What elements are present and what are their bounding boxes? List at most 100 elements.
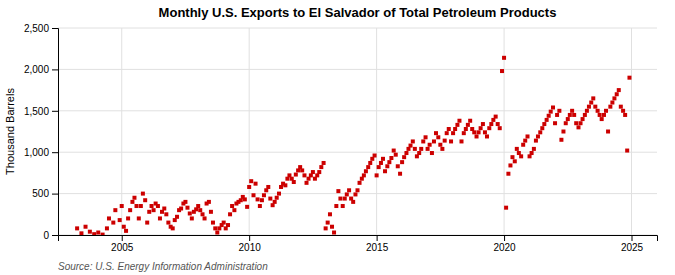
y-tick-mark bbox=[52, 69, 58, 70]
grid-line-x bbox=[631, 28, 632, 235]
point bbox=[179, 207, 183, 211]
point bbox=[468, 119, 472, 123]
point bbox=[593, 105, 597, 109]
point bbox=[196, 204, 200, 208]
point bbox=[379, 161, 383, 165]
point bbox=[396, 164, 400, 168]
point bbox=[398, 172, 402, 176]
point bbox=[519, 154, 523, 158]
y-tick-label: 1,500 bbox=[24, 106, 49, 117]
point bbox=[542, 122, 546, 126]
x-tick-mark bbox=[632, 235, 633, 241]
y-tick: 500 bbox=[32, 188, 58, 199]
point bbox=[124, 229, 128, 233]
point bbox=[451, 131, 455, 135]
point bbox=[619, 105, 623, 109]
point bbox=[79, 231, 83, 235]
y-axis: 05001,0001,5002,0002,500 bbox=[24, 23, 59, 241]
point bbox=[443, 139, 447, 143]
point bbox=[171, 226, 175, 230]
point bbox=[347, 188, 351, 192]
y-tick: 2,000 bbox=[24, 64, 58, 75]
x-tick-label: 2020 bbox=[493, 242, 516, 253]
point bbox=[228, 212, 232, 216]
point bbox=[598, 113, 602, 117]
x-tick-label: 2010 bbox=[239, 242, 262, 253]
point bbox=[570, 109, 574, 113]
point bbox=[600, 117, 604, 121]
point bbox=[336, 189, 340, 193]
point bbox=[260, 198, 264, 202]
x-tick: 2005 bbox=[111, 235, 134, 253]
point bbox=[621, 109, 625, 113]
point bbox=[596, 109, 600, 113]
point bbox=[143, 198, 147, 202]
y-axis-title: Thousand Barrels bbox=[4, 88, 16, 175]
y-tick: 1,000 bbox=[24, 147, 58, 158]
grid bbox=[58, 28, 657, 235]
point bbox=[188, 211, 192, 215]
plot-area: 2005201020152020202505001,0001,5002,0002… bbox=[24, 23, 658, 253]
point bbox=[445, 131, 449, 135]
point bbox=[319, 165, 323, 169]
point bbox=[513, 159, 517, 163]
point bbox=[564, 121, 568, 125]
point bbox=[141, 192, 145, 196]
point bbox=[557, 109, 561, 113]
point bbox=[275, 196, 279, 200]
point bbox=[375, 173, 379, 177]
point bbox=[432, 139, 436, 143]
point bbox=[400, 160, 404, 164]
point bbox=[332, 231, 336, 235]
point bbox=[201, 212, 205, 216]
point bbox=[510, 155, 514, 159]
point bbox=[387, 160, 391, 164]
y-axis-line bbox=[52, 29, 59, 236]
point bbox=[215, 231, 219, 235]
grid-line-y bbox=[58, 152, 657, 153]
point bbox=[536, 134, 540, 138]
y-tick-mark bbox=[52, 111, 58, 112]
point bbox=[389, 156, 393, 160]
point bbox=[150, 204, 154, 208]
point bbox=[424, 135, 428, 139]
point bbox=[292, 180, 296, 184]
point bbox=[145, 221, 149, 225]
point bbox=[207, 200, 211, 204]
point bbox=[555, 113, 559, 117]
point bbox=[294, 173, 298, 177]
point bbox=[466, 123, 470, 127]
point bbox=[377, 165, 381, 169]
point bbox=[409, 144, 413, 148]
point bbox=[88, 230, 92, 234]
point bbox=[256, 197, 260, 201]
point bbox=[521, 143, 525, 147]
y-tick: 2,500 bbox=[24, 23, 58, 34]
point bbox=[523, 139, 527, 143]
point bbox=[508, 163, 512, 167]
point bbox=[183, 200, 187, 204]
point bbox=[428, 143, 432, 147]
point bbox=[156, 204, 160, 208]
grid-line-y bbox=[58, 110, 657, 111]
point bbox=[96, 231, 100, 235]
x-tick-mark bbox=[377, 235, 378, 241]
point bbox=[158, 216, 162, 220]
point bbox=[623, 113, 627, 117]
point bbox=[566, 117, 570, 121]
point bbox=[92, 232, 96, 235]
point bbox=[455, 123, 459, 127]
point bbox=[300, 168, 304, 172]
point bbox=[322, 161, 326, 165]
x-tick-mark bbox=[504, 235, 505, 241]
point bbox=[362, 173, 366, 177]
point bbox=[457, 119, 461, 123]
point bbox=[477, 130, 481, 134]
point bbox=[356, 188, 360, 192]
point bbox=[496, 122, 500, 126]
point bbox=[198, 208, 202, 212]
point bbox=[502, 56, 506, 60]
point bbox=[368, 161, 372, 165]
point bbox=[353, 192, 357, 196]
point bbox=[447, 127, 451, 131]
